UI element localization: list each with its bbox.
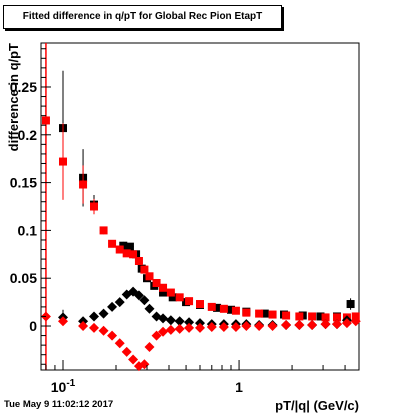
data-point (108, 239, 117, 248)
data-point (58, 123, 67, 200)
data-point (57, 316, 68, 327)
data-point (174, 323, 185, 334)
data-point (321, 313, 330, 322)
data-point (333, 313, 342, 322)
data-point (241, 321, 252, 332)
data-point (89, 311, 99, 322)
x-tick-label: 1 (235, 379, 243, 395)
data-point (207, 302, 216, 311)
data-point (145, 272, 154, 281)
data-point (139, 295, 150, 306)
data-point (332, 319, 343, 330)
data-point (307, 320, 318, 331)
data-point (158, 313, 169, 324)
y-tick-label: 0.15 (10, 175, 37, 191)
data-point (114, 338, 125, 349)
data-point (99, 226, 108, 235)
y-axis-label: difference in q/pT (6, 43, 21, 151)
series-2 (41, 106, 360, 322)
data-point (242, 308, 251, 317)
data-point (294, 320, 305, 331)
data-point (320, 319, 331, 330)
data-point (165, 315, 176, 326)
data-point (158, 326, 169, 337)
data-point (255, 309, 264, 318)
data-point (175, 293, 184, 302)
data-point (267, 321, 278, 332)
data-point (165, 324, 176, 335)
data-point (151, 330, 162, 341)
data-point (98, 308, 109, 319)
data-point (196, 300, 204, 309)
data-point (195, 322, 205, 333)
data-point (134, 257, 143, 265)
data-point (159, 283, 168, 292)
data-point (144, 303, 155, 314)
x-axis-label: pT/|q| (GeV/c) (275, 398, 359, 413)
data-point (230, 321, 241, 332)
y-tick-label: 0.2 (18, 127, 38, 143)
y-tick-label: 0.25 (10, 79, 37, 95)
data-point (129, 250, 138, 259)
timestamp: Tue May 9 11:02:12 2017 (4, 399, 114, 410)
data-point (219, 304, 228, 313)
y-tick-label: 0.1 (18, 222, 38, 238)
data-point (308, 312, 317, 321)
data-point (282, 311, 291, 320)
data-point (115, 245, 124, 254)
data-point (107, 330, 118, 341)
data-point (218, 321, 229, 332)
data-point (121, 346, 132, 357)
data-point (174, 316, 185, 327)
data-point (350, 316, 361, 327)
data-point (133, 290, 144, 301)
data-point (268, 310, 277, 319)
data-point (79, 165, 88, 204)
data-point (128, 354, 139, 365)
data-point (166, 288, 175, 297)
data-point (231, 306, 240, 315)
data-point (140, 265, 149, 274)
series-4 (40, 310, 361, 372)
data-point (254, 321, 265, 332)
data-point (206, 321, 217, 332)
data-point (125, 242, 134, 251)
data-point (41, 106, 50, 135)
y-tick-label: 0.05 (10, 270, 37, 286)
x-axis: 10-1 1 (45, 360, 346, 395)
data-point (152, 278, 161, 287)
data-point (98, 325, 109, 336)
data-point (144, 342, 155, 353)
chart-title-box: Fitted difference in q/pT for Global Rec… (3, 5, 282, 29)
chart-title: Fitted difference in q/pT for Global Rec… (22, 11, 263, 22)
data-point (184, 322, 195, 333)
data-point (89, 322, 99, 333)
data-point (78, 321, 89, 332)
x-tick-label: 10-1 (51, 378, 76, 395)
series-1 (58, 70, 355, 321)
data-point (346, 298, 355, 310)
series-3 (57, 286, 352, 331)
data-point (114, 297, 125, 308)
data-point (185, 297, 194, 306)
data-point (341, 318, 352, 329)
data-point (107, 301, 118, 312)
data-point (90, 198, 98, 215)
y-axis: 0 0.05 0.1 0.15 0.2 0.25 (10, 48, 51, 365)
data-point (281, 320, 292, 331)
data-point (295, 312, 304, 321)
data-point (184, 317, 195, 328)
y-tick-label: 0 (29, 318, 37, 334)
